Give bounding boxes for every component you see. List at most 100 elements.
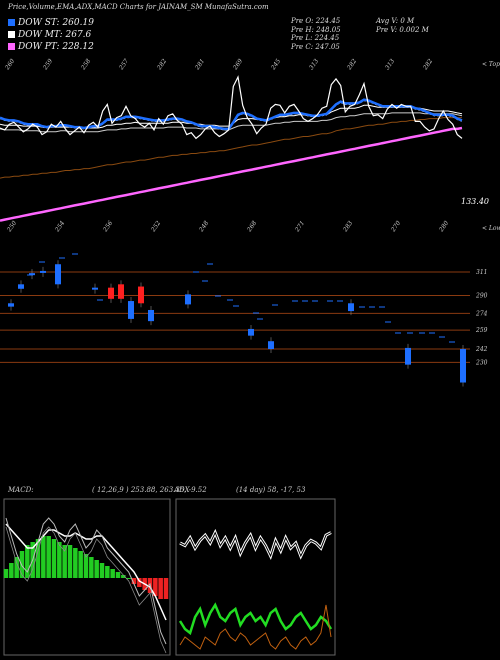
macd-histogram-bar (9, 563, 14, 578)
info-line: Pre V: 0.002 M (376, 25, 429, 34)
candle-body (8, 303, 14, 307)
legend-item: DOW ST: 260.19 (8, 18, 94, 28)
top-label: 245 (269, 58, 282, 72)
candle-body (185, 294, 191, 305)
macd-histogram-bar (14, 557, 19, 578)
candle-body (268, 341, 274, 350)
info-line: Pre H: 248.05 (291, 25, 341, 34)
legend-label: DOW PT: 228.12 (18, 42, 94, 52)
macd-histogram-bar (121, 575, 126, 578)
macd-histogram-bar (62, 545, 67, 578)
info-col1: Pre O: 224.45 Pre H: 248.05 Pre L: 224.45 P… (291, 17, 341, 51)
bottom-label: 268 (245, 220, 258, 234)
info-line: Pre L: 224.45 (291, 34, 340, 42)
candle-body (40, 270, 46, 273)
macd-histogram-bar (67, 545, 73, 578)
macd-histogram-bar (153, 578, 158, 596)
level-label: 311 (476, 269, 487, 276)
top-label: 281 (193, 58, 206, 72)
legend-swatch (8, 43, 15, 50)
macd-params: ( 12,26,9 ) 253.88, 263.35, -9.52 (92, 486, 207, 494)
info-col2: Avg V: 0 M Pre V: 0.002 M (376, 17, 429, 34)
bottom-label: 248 (197, 220, 210, 234)
top-label: 313 (384, 58, 396, 72)
macd-histogram-bar (94, 560, 99, 578)
macd-histogram-bar (78, 551, 83, 578)
adx-line (179, 531, 332, 558)
legend-item: DOW MT: 267.6 (8, 30, 91, 40)
top-label: 259 (41, 58, 54, 72)
macd-histogram-bar (158, 578, 163, 599)
macd-histogram-bar (110, 569, 115, 578)
macd-histogram-bar (89, 557, 94, 578)
legend-label: DOW ST: 260.19 (18, 18, 94, 28)
macd-histogram-bar (163, 578, 169, 599)
macd-histogram-bar (41, 536, 46, 578)
adx-title: ADX (173, 486, 191, 494)
plus-di-line (178, 602, 333, 636)
candle-body (405, 347, 411, 365)
level-label: 230 (475, 359, 488, 366)
macd-histogram-bar (46, 536, 51, 578)
candle-body (29, 273, 35, 276)
macd-histogram-bar (35, 539, 41, 578)
candle-body (55, 264, 61, 285)
macd-histogram-bar (83, 554, 89, 578)
bottom-label: 256 (101, 220, 114, 234)
legend-label: DOW MT: 267.6 (18, 30, 92, 40)
macd-histogram-bar (137, 578, 142, 587)
close-price-line (0, 75, 463, 140)
macd-histogram-bar (57, 542, 62, 578)
level-label: 274 (475, 310, 488, 317)
bottom-label: 280 (437, 220, 450, 234)
candle-body (460, 349, 466, 383)
macd-histogram-bar (51, 539, 57, 578)
top-label: 258 (79, 58, 92, 72)
chart-title: Price,Volume,EMA,ADX,MACD Charts for JAI… (8, 3, 269, 11)
macd-histogram-bar (99, 563, 105, 578)
macd-histogram-bar (131, 578, 137, 584)
level-label: 290 (475, 292, 488, 299)
minus-di-line (179, 604, 332, 650)
candle-body (18, 284, 24, 289)
adx-panel (175, 498, 336, 656)
top-label: 313 (308, 58, 320, 72)
legend-item: DOW PT: 228.12 (8, 42, 94, 52)
top-label: 269 (231, 58, 244, 72)
macd-line (5, 517, 167, 645)
bottom-label: 283 (341, 220, 354, 234)
macd-histogram-bar (105, 566, 110, 578)
info-line: Pre C: 247.05 (291, 42, 340, 51)
tops-label: < Tops (482, 61, 500, 68)
bottom-label: 254 (53, 220, 66, 234)
macd-histogram-bar (126, 578, 131, 579)
legend-swatch (8, 31, 15, 38)
info-line: Pre O: 224.45 (291, 17, 341, 25)
macd-histogram-bar (73, 548, 78, 578)
price-value-label: 133.40 (461, 197, 489, 206)
ema-brown-line (0, 117, 462, 179)
macd-histogram-bar (25, 545, 30, 578)
bottom-label: 252 (149, 220, 162, 234)
top-label: 257 (117, 58, 130, 72)
top-label: 282 (345, 58, 358, 72)
candle-body (92, 287, 98, 290)
macd-histogram-bar (115, 572, 121, 578)
bottom-label: 250 (5, 220, 18, 234)
macd-title: MACD: (7, 486, 34, 494)
candle-body (138, 286, 144, 304)
candle-body (108, 287, 114, 299)
macd-line-2 (5, 526, 167, 654)
candle-body (348, 303, 354, 312)
adx-params: (14 day) 58, -17, 53 (236, 486, 306, 494)
info-line: Avg V: 0 M (376, 17, 415, 25)
candle-body (248, 328, 254, 336)
top-label: 282 (155, 58, 168, 72)
top-label: 260 (3, 58, 16, 72)
candle-body (118, 284, 124, 299)
lows-label: < Lows (482, 225, 500, 232)
candle-body (128, 301, 134, 319)
top-label: 282 (421, 58, 434, 72)
bottom-label: 270 (389, 220, 402, 234)
